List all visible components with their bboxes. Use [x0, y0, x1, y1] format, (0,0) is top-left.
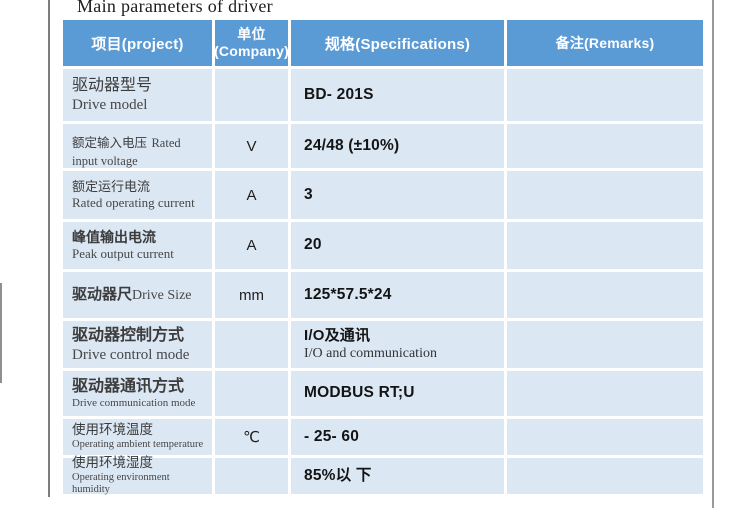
- spec-cell: 125*57.5*24: [291, 272, 504, 318]
- spec-cell: - 25- 60: [291, 419, 504, 455]
- table-row-drive-size: 驱动器尺Drive Size mm 125*57.5*24: [63, 272, 703, 318]
- remark-cell: [507, 124, 703, 168]
- param-cell: 峰值输出电流 Peak output current: [63, 222, 212, 269]
- spec-cell: 85%以 下: [291, 458, 504, 494]
- unit-cell: [215, 458, 288, 494]
- left-edge-line-segment: [0, 283, 2, 383]
- header-unit-cn: 单位: [237, 25, 266, 42]
- param-cell: 驱动器型号 Drive model: [63, 69, 212, 121]
- param-name-en: Rated input voltage: [72, 136, 181, 168]
- param-name-en: Rated operating current: [72, 195, 195, 211]
- spec-cell: 24/48 (±10%): [291, 124, 504, 168]
- param-cell: 使用环境湿度 Operating environment humidity: [63, 454, 212, 496]
- header-remarks: 备注(Remarks): [507, 20, 703, 66]
- header-project: 项目(project): [63, 20, 212, 66]
- table-row-peak-output-current: 峰值输出电流 Peak output current A 20: [63, 222, 703, 269]
- spec-cell: I/O及通讯 I/O and communication: [291, 321, 504, 368]
- remark-cell: [507, 321, 703, 368]
- header-unit: 单位 (Company): [214, 20, 289, 66]
- table-row-operating-environment-humidity: 使用环境湿度 Operating environment humidity 85…: [63, 454, 703, 496]
- param-cell: 驱动器通讯方式 Drive communication mode: [63, 371, 212, 416]
- right-page-border-line: [712, 0, 714, 508]
- param-name-en: Peak output current: [72, 246, 174, 262]
- table-header-row: 项目(project) 单位 (Company) 规格(Specificatio…: [63, 20, 703, 66]
- table-row-drive-communication-mode: 驱动器通讯方式 Drive communication mode MODBUS …: [63, 371, 703, 416]
- param-name-cn: 驱动器控制方式: [72, 326, 185, 344]
- unit-cell: [215, 69, 288, 121]
- param-name-en: Drive control mode: [72, 346, 190, 363]
- param-cell: 驱动器尺Drive Size: [63, 272, 212, 318]
- remark-cell: [507, 272, 703, 318]
- param-cell: 驱动器控制方式 Drive control mode: [63, 321, 212, 368]
- left-page-border-line: [48, 0, 50, 497]
- param-name-en: Operating ambient temperature: [72, 439, 204, 451]
- table-row-drive-model: 驱动器型号 Drive model BD- 201S: [63, 69, 703, 121]
- table-row-operating-ambient-temperature: 使用环境温度 Operating ambient temperature ℃ -…: [63, 419, 703, 455]
- table-row-rated-operating-current: 额定运行电流 Rated operating current A 3: [63, 171, 703, 219]
- param-name-cn: 额定输入电压: [72, 136, 148, 150]
- param-name-en: Drive model: [72, 97, 148, 113]
- table-row-rated-input-voltage: 额定输入电压 Rated input voltage V 24/48 (±10%…: [63, 124, 703, 168]
- unit-cell: V: [215, 124, 288, 168]
- header-unit-en: (Company): [214, 43, 289, 59]
- param-name-cn: 驱动器通讯方式: [72, 377, 185, 395]
- param-name-cn: 驱动器型号: [72, 77, 153, 94]
- spec-cell: 20: [291, 222, 504, 269]
- header-specifications: 规格(Specifications): [291, 20, 504, 66]
- page-title: Main parameters of driver: [77, 0, 273, 16]
- unit-cell: [215, 321, 288, 368]
- table-row-drive-control-mode: 驱动器控制方式 Drive control mode I/O及通讯 I/O an…: [63, 321, 703, 368]
- param-cell: 额定输入电压 Rated input voltage: [63, 124, 212, 168]
- driver-parameters-table: 项目(project) 单位 (Company) 规格(Specificatio…: [63, 20, 703, 496]
- unit-cell: A: [215, 222, 288, 269]
- remark-cell: [507, 171, 703, 219]
- unit-cell: [215, 371, 288, 416]
- param-name-cn: 峰值输出电流: [72, 228, 156, 245]
- unit-cell: ℃: [215, 419, 288, 455]
- spec-cell: BD- 201S: [291, 69, 504, 121]
- remark-cell: [507, 371, 703, 416]
- param-cell: 额定运行电流 Rated operating current: [63, 171, 212, 219]
- unit-cell: mm: [215, 272, 288, 318]
- remark-cell: [507, 222, 703, 269]
- remark-cell: [507, 69, 703, 121]
- remark-cell: [507, 419, 703, 455]
- param-name-cn: 额定运行电流: [72, 179, 151, 195]
- spec-cell: MODBUS RT;U: [291, 371, 504, 416]
- remark-cell: [507, 458, 703, 494]
- param-name-cn: 驱动器尺: [72, 286, 133, 303]
- param-name-cn: 使用环境温度: [72, 422, 153, 438]
- param-cell: 使用环境温度 Operating ambient temperature: [63, 419, 212, 455]
- param-name-en: Drive communication mode: [72, 396, 196, 409]
- param-name-cn: 使用环境湿度: [72, 454, 153, 470]
- param-name-en: Operating environment humidity: [72, 471, 170, 496]
- param-name-en: Drive Size: [132, 288, 192, 303]
- unit-cell: A: [215, 171, 288, 219]
- spec-cell: 3: [291, 171, 504, 219]
